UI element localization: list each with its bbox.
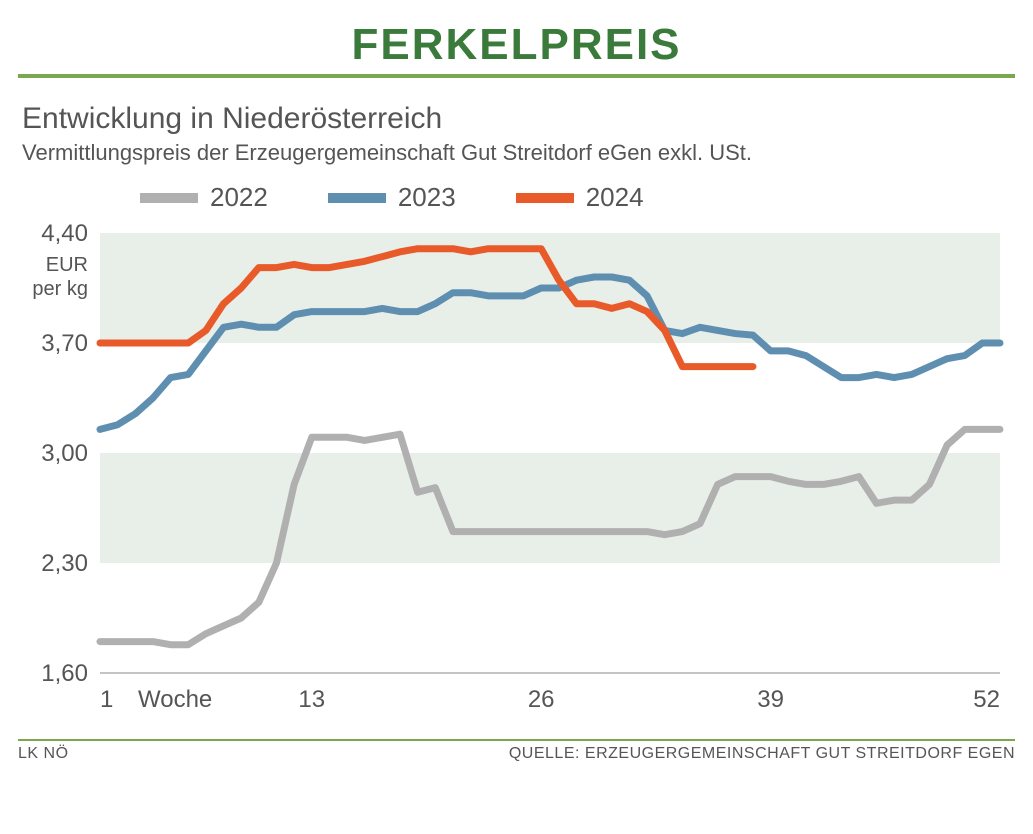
svg-text:26: 26: [528, 686, 555, 713]
svg-text:per kg: per kg: [32, 278, 88, 300]
svg-text:3,70: 3,70: [41, 330, 88, 357]
chart-title: FERKELPREIS: [0, 20, 1033, 70]
legend-swatch: [140, 193, 198, 203]
legend-label: 2022: [210, 182, 268, 213]
legend-item-2022: 2022: [140, 182, 268, 213]
svg-text:13: 13: [298, 686, 325, 713]
svg-text:Woche: Woche: [138, 686, 212, 713]
svg-text:52: 52: [973, 686, 1000, 713]
footer-left: LK NÖ: [18, 745, 69, 763]
top-rule: [18, 74, 1015, 78]
legend-label: 2023: [398, 182, 456, 213]
svg-text:1: 1: [100, 686, 113, 713]
svg-text:2,30: 2,30: [41, 550, 88, 577]
svg-text:4,40: 4,40: [41, 223, 88, 247]
legend: 2022 2023 2024: [140, 182, 1033, 213]
chart-subtitle: Entwicklung in Niederösterreich: [22, 102, 1033, 136]
legend-swatch: [516, 193, 574, 203]
bottom-rule: [18, 739, 1015, 741]
line-chart: 1,60 2,30 3,00 3,70 4,40 EURper kg 1 13 26 39 52 Wo…: [22, 223, 1009, 729]
svg-text:39: 39: [757, 686, 784, 713]
legend-item-2023: 2023: [328, 182, 456, 213]
legend-item-2024: 2024: [516, 182, 644, 213]
svg-text:1,60: 1,60: [41, 660, 88, 687]
svg-text:3,00: 3,00: [41, 440, 88, 467]
legend-swatch: [328, 193, 386, 203]
chart-subsubtitle: Vermittlungspreis der Erzeugergemeinscha…: [22, 140, 1033, 166]
chart-svg: 1,60 2,30 3,00 3,70 4,40 EURper kg 1 13 26 39 52 Wo…: [22, 223, 1010, 729]
footer-right: QUELLE: ERZEUGERGEMEINSCHAFT GUT STREITD…: [509, 745, 1015, 763]
legend-label: 2024: [586, 182, 644, 213]
svg-text:EUR: EUR: [46, 254, 88, 276]
